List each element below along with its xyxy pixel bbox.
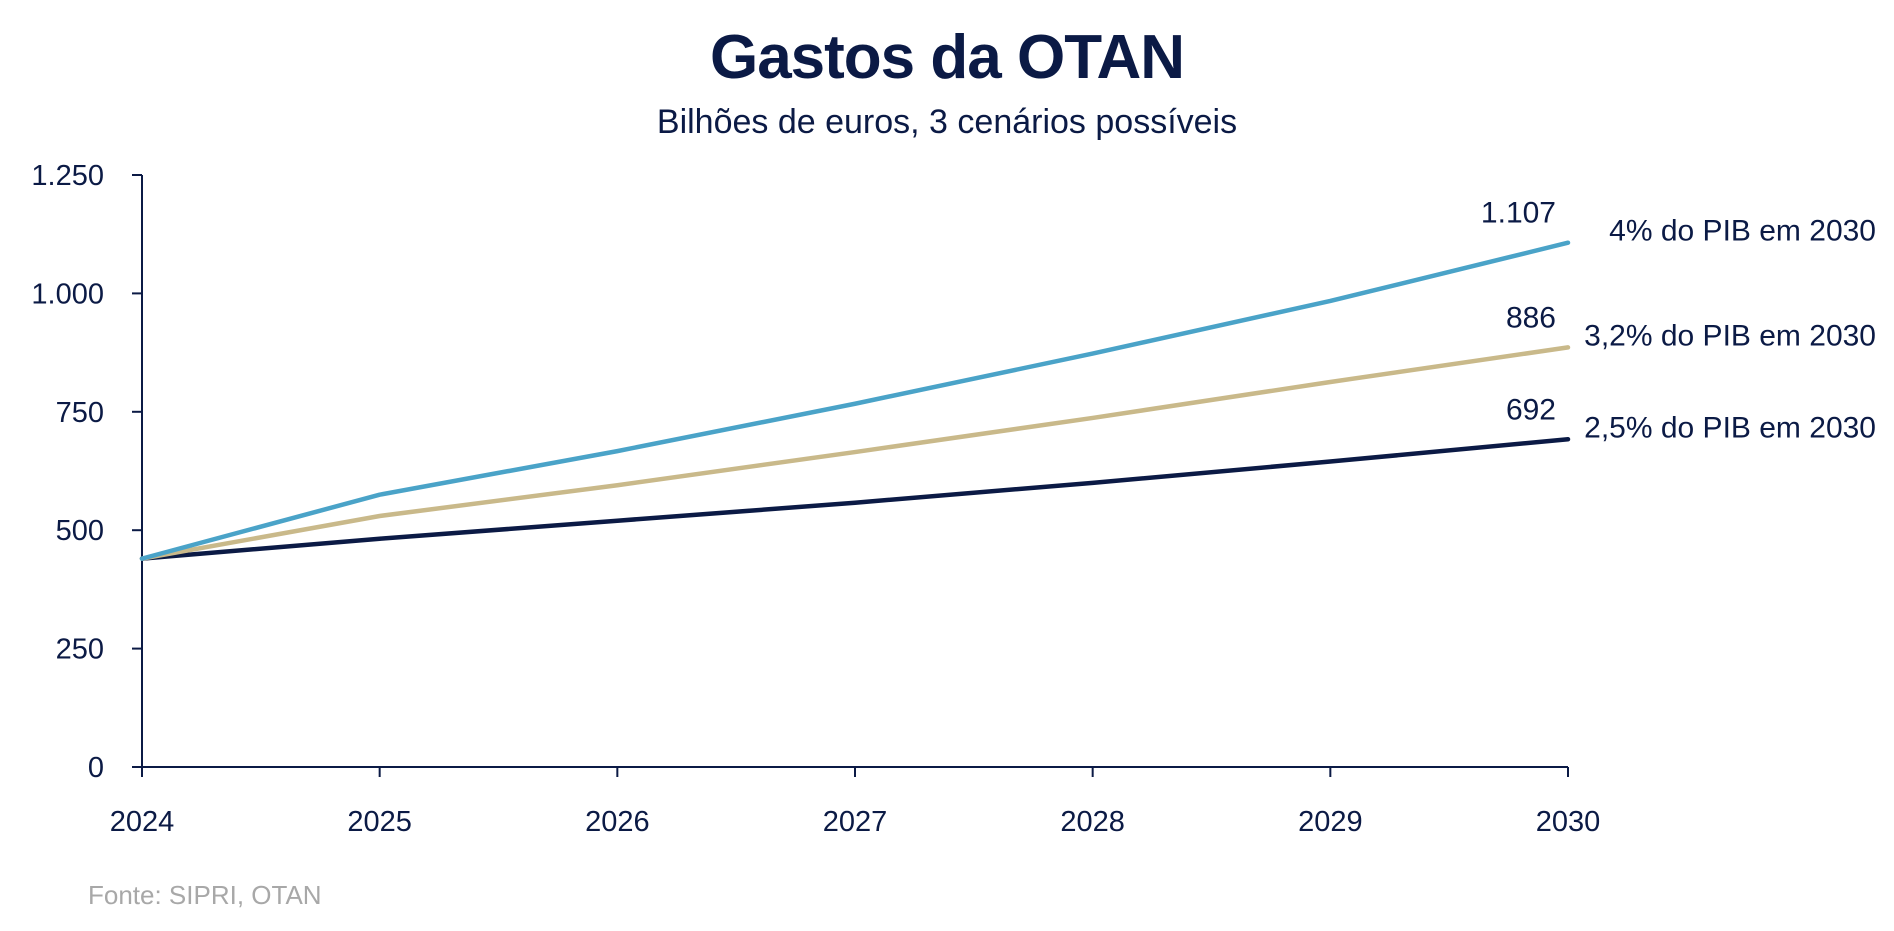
- chart-title: Gastos da OTAN: [709, 23, 1185, 92]
- series-line-0: [139, 240, 1571, 561]
- x-tick-label: 2030: [1536, 806, 1601, 838]
- end-value-label: 692: [1506, 393, 1556, 426]
- y-tick-label: 500: [56, 515, 104, 547]
- series-line-2: [139, 437, 1571, 561]
- y-tick-label: 1.250: [31, 160, 104, 192]
- source-note: Fonte: SIPRI, OTAN: [88, 880, 322, 910]
- x-tick-label: 2029: [1298, 806, 1363, 838]
- x-tick-label: 2027: [823, 806, 888, 838]
- y-tick-label: 0: [88, 752, 104, 784]
- series-name-label: 3,2% do PIB em 2030: [1584, 319, 1876, 352]
- x-tick-label: 2026: [585, 806, 650, 838]
- y-tick-label: 750: [56, 397, 104, 429]
- series-name-label: 4% do PIB em 2030: [1609, 215, 1876, 248]
- y-tick-label: 1.000: [31, 278, 104, 310]
- end-value-label: 1.107: [1481, 197, 1556, 230]
- x-tick-label: 2028: [1060, 806, 1125, 838]
- series-name-label: 2,5% do PIB em 2030: [1584, 411, 1876, 444]
- y-tick-label: 250: [56, 634, 104, 666]
- series-line-1: [139, 345, 1571, 561]
- x-tick-label: 2024: [110, 806, 175, 838]
- end-value-label: 886: [1506, 301, 1556, 334]
- chart-subtitle: Bilhões de euros, 3 cenários possíveis: [656, 103, 1238, 141]
- x-tick-label: 2025: [347, 806, 412, 838]
